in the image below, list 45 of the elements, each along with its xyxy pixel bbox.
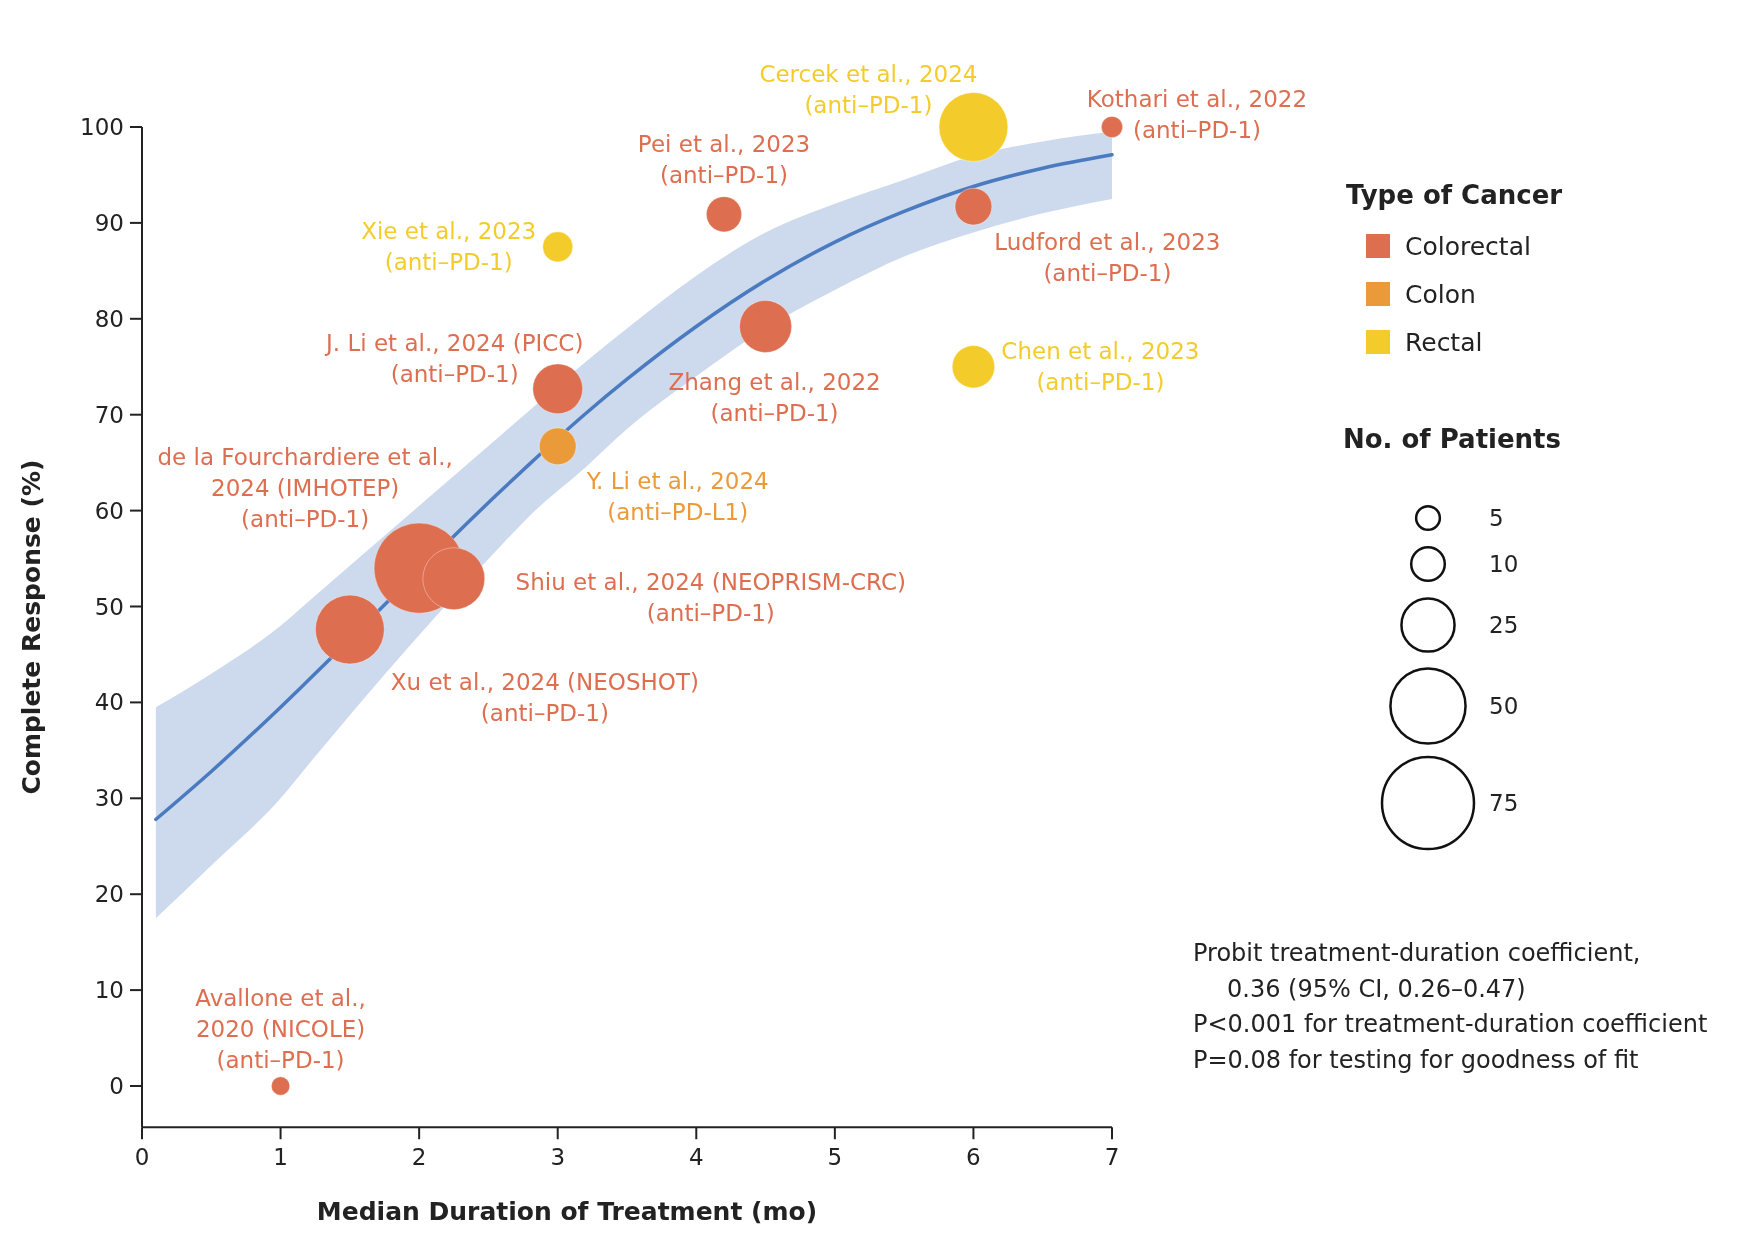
text: No. of Patients [1342, 424, 1562, 454]
y-tick-label: 30 [94, 785, 124, 812]
x-tick-label: 2 [411, 1144, 427, 1171]
y-tick-label: 20 [94, 881, 124, 908]
legend-label: 5 [1489, 505, 1504, 532]
y-tick-label: 70 [94, 401, 124, 428]
y-tick-label: 80 [94, 305, 124, 332]
y-tick-label: 90 [94, 209, 124, 236]
annotation: Ludford et al., 2023 (anti–PD-1) [994, 228, 1221, 286]
y-tick-label: 100 [80, 114, 124, 141]
legend-label: Rectal [1405, 327, 1483, 357]
annotation: Kothari et al., 2022 (anti–PD-1) [1086, 86, 1308, 144]
x-tick-label: 5 [827, 1144, 843, 1171]
annotation: Zhang et al., 2022 (anti–PD-1) [668, 368, 881, 426]
annotation: Xu et al., 2024 (NEOSHOT) (anti–PD-1) [390, 668, 699, 726]
legend-label: Colorectal [1405, 231, 1531, 261]
y-tick-label: 40 [94, 689, 124, 716]
legend-label: 75 [1489, 790, 1519, 817]
legend-label: 50 [1489, 693, 1519, 720]
x-tick-label: 0 [134, 1144, 150, 1171]
y-axis-title: Complete Response (%) [17, 459, 46, 795]
x-tick-label: 3 [550, 1144, 566, 1171]
annotation: Avallone et al., 2020 (NICOLE) (anti–PD-1) [195, 985, 366, 1074]
annotation: Cercek et al., 2024 (anti–PD-1) [759, 61, 978, 119]
text: Probit treatment-duration coefficient, 0.36 (95% CI, 0.26–0.47) P<0.001 for treatment-duration coefficient P=0.08 for testing for goodness of fit [1193, 939, 1708, 1074]
y-tick-label: 10 [94, 977, 124, 1004]
x-tick-label: 7 [1104, 1144, 1120, 1171]
legend-label: Colon [1405, 279, 1476, 309]
legend-label: 25 [1489, 612, 1519, 639]
annotation: de la Fourchardiere et al., 2024 (IMHOTEP) (anti–PD-1) [157, 444, 453, 533]
x-tick-label: 1 [273, 1144, 288, 1171]
y-tick-label: 60 [94, 497, 124, 524]
annotation: J. Li et al., 2024 (PICC) (anti–PD-1) [324, 329, 584, 387]
legend-label: 10 [1489, 551, 1519, 578]
annotation: Pei et al., 2023 (anti–PD-1) [637, 131, 811, 189]
x-axis-title: Median Duration of Treatment (mo) [316, 1197, 818, 1226]
y-tick-label: 50 [94, 593, 124, 620]
annotation: Y. Li et al., 2024 (anti–PD-L1) [585, 468, 769, 526]
annotation: Chen et al., 2023 (anti–PD-1) [1001, 337, 1200, 395]
x-tick-label: 4 [688, 1144, 704, 1171]
y-tick-label: 0 [109, 1073, 124, 1100]
annotation: Shiu et al., 2024 (NEOPRISM-CRC) (anti–PD-1) [515, 568, 906, 626]
x-tick-label: 6 [966, 1144, 981, 1171]
legend-title: Type of Cancer [1346, 180, 1563, 210]
annotation: Xie et al., 2023 (anti–PD-1) [361, 217, 537, 275]
